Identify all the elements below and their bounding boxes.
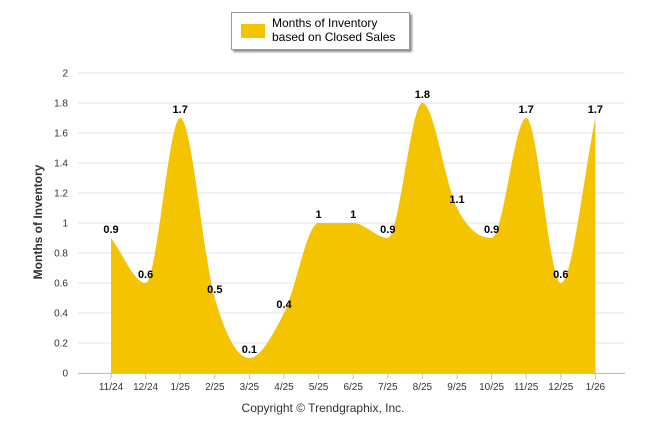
copyright-text: Copyright © Trendgraphix, Inc. <box>241 401 405 415</box>
x-tick-label: 5/25 <box>309 382 329 393</box>
y-tick-label: 0.8 <box>54 249 68 260</box>
y-tick-label: 0.4 <box>54 309 68 320</box>
y-tick-label: 0.6 <box>54 279 68 290</box>
y-tick-label: 1.8 <box>54 99 68 110</box>
data-label: 0.5 <box>207 284 222 296</box>
y-tick-label: 1.6 <box>54 129 68 140</box>
x-tick-label: 1/25 <box>170 382 190 393</box>
y-tick-label: 1 <box>62 219 68 230</box>
x-tick-label: 10/25 <box>479 382 504 393</box>
legend-swatch <box>241 24 265 38</box>
x-tick-label: 11/25 <box>514 382 539 393</box>
x-tick-label: 1/26 <box>586 382 606 393</box>
x-tick-label: 4/25 <box>274 382 294 393</box>
data-label: 1 <box>316 209 322 221</box>
data-label: 1.7 <box>519 104 534 116</box>
y-tick-label: 1.4 <box>54 159 68 170</box>
legend[interactable]: Months of Inventory based on Closed Sale… <box>231 12 410 50</box>
data-label: 0.9 <box>380 224 395 236</box>
data-labels: 0.9 0.6 1.7 0.5 0.1 0.4 1 1 0.9 1.8 1.1 0.9 1.7 0.6 1.… <box>103 89 603 356</box>
x-tick-label: 9/25 <box>447 382 467 393</box>
data-label: 0.6 <box>138 269 153 281</box>
y-axis-title: Months of Inventory <box>31 164 45 280</box>
x-tick-label: 11/24 <box>99 382 124 393</box>
x-tick-label: 2/25 <box>205 382 225 393</box>
series-area <box>111 103 596 373</box>
y-tick-label: 0.2 <box>54 339 68 350</box>
x-tick-label: 8/25 <box>413 382 433 393</box>
x-tick-label: 12/24 <box>133 382 158 393</box>
x-axis: 11/24 12/24 1/25 2/25 3/25 4/25 5/25 6/25 7/25 8/… <box>78 373 625 393</box>
data-label: 0.6 <box>553 269 568 281</box>
data-label: 0.9 <box>103 224 118 236</box>
data-label: 1.7 <box>173 104 188 116</box>
x-tick-label: 6/25 <box>343 382 363 393</box>
y-tick-label: 0 <box>62 369 68 380</box>
x-tick-label: 12/25 <box>548 382 573 393</box>
data-label: 0.1 <box>242 344 257 356</box>
y-tick-label: 1.2 <box>54 189 68 200</box>
data-label: 0.4 <box>276 299 292 311</box>
data-label: 1.7 <box>588 104 603 116</box>
data-label: 1.8 <box>415 89 430 101</box>
data-label: 0.9 <box>484 224 499 236</box>
data-label: 1 <box>350 209 356 221</box>
y-axis-tick-labels: 0 0.2 0.4 0.6 0.8 1 1.2 1.4 1.6 1.8 2 <box>54 69 68 380</box>
y-tick-label: 2 <box>62 69 68 80</box>
legend-label: Months of Inventory based on Closed Sale… <box>272 16 396 44</box>
x-tick-label: 7/25 <box>378 382 398 393</box>
x-tick-label: 3/25 <box>240 382 260 393</box>
data-label: 1.1 <box>449 194 464 206</box>
